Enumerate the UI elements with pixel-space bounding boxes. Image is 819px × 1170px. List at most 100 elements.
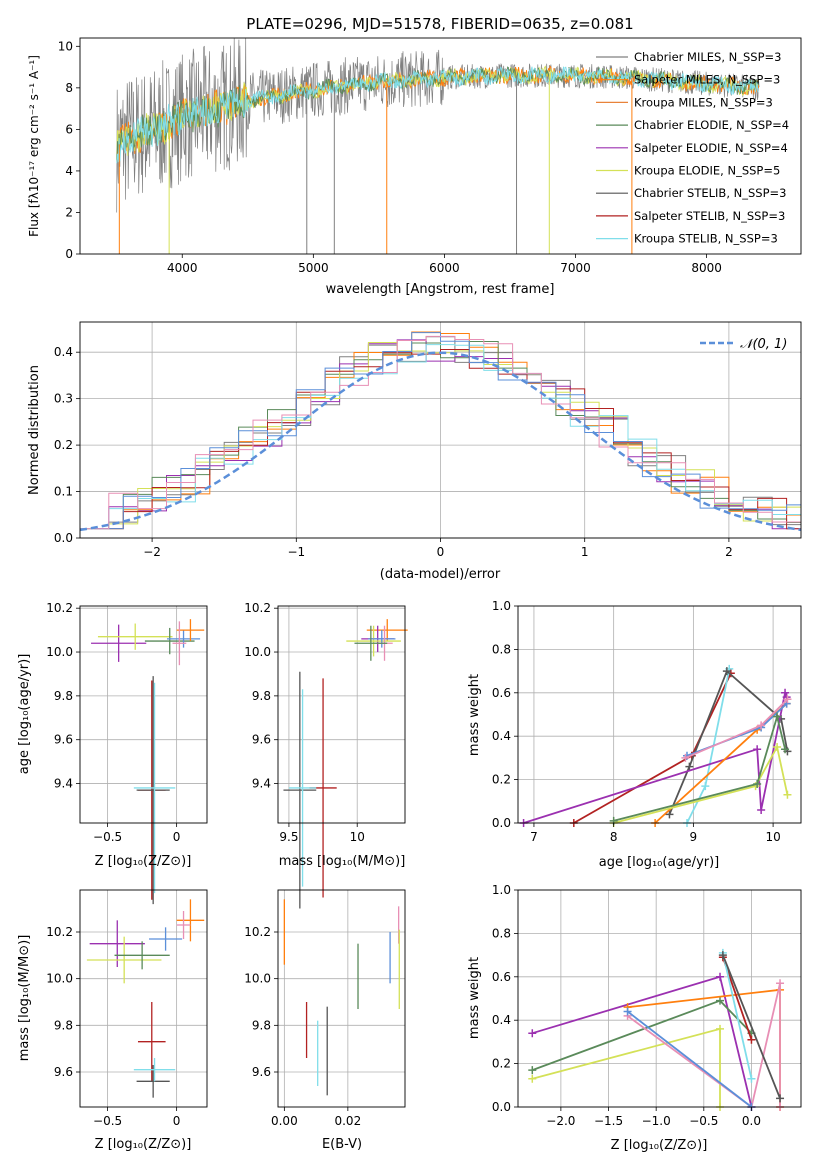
y-tick-label: 8 (65, 81, 73, 95)
y-tick-label: 0.4 (54, 345, 73, 359)
mass-vs-metallicity-panel: −0.5 0 9.6 9.8 10.0 10.2 Z [log₁₀(Z/Z⊙)] mass… (17, 889, 208, 1152)
mass-weight-series-line (532, 1027, 721, 1107)
mass-z-ylabel: mass [log₁₀(M/M⊙)] (17, 935, 32, 1062)
legend-label: Chabrier STELIB, N_SSP=3 (634, 186, 786, 200)
mw-z-xlabel: Z [log₁₀(Z/Z⊙)] (611, 1138, 708, 1153)
legend-label: Salpeter STELIB, N_SSP=3 (634, 209, 785, 223)
mass-weight-point (623, 1007, 632, 1016)
y-tick-label: 0.8 (492, 642, 511, 656)
mass-weight-point (781, 745, 790, 754)
histogram-series-step (80, 344, 801, 530)
mass-ebv-xlabel: E(B-V) (322, 1137, 362, 1152)
y-tick-label: 0 (65, 247, 73, 261)
spectrum-series-line (116, 66, 759, 161)
age-vs-mass-panel: 9.5 10 9.4 9.6 9.8 10.0 10.2 mass [log₁₀(M/M⊙)… (244, 601, 408, 909)
age-vs-metallicity-panel: −0.5 0 9.4 9.6 9.8 10.0 10.2 Z [log₁₀(Z/Z⊙)] a… (17, 601, 208, 905)
x-tick-label: 7 (530, 830, 538, 844)
legend-label: Kroupa MILES, N_SSP=3 (634, 95, 773, 109)
spectrum-series-line (116, 37, 760, 213)
y-tick-label: 0.3 (54, 392, 73, 406)
mass-z-plot-frame (79, 889, 208, 1108)
y-tick-label: 10.2 (46, 925, 73, 939)
histogram-series-step (94, 349, 801, 530)
mass-weight-vs-metallicity-panel: −2.0 −1.5 −1.0 −0.5 0.0 0.0 0.2 0.4 0.6 0.8 1.0 Z … (467, 883, 802, 1153)
legend-label: Chabrier MILES, N_SSP=3 (634, 50, 781, 64)
y-tick-label: 9.8 (252, 1018, 271, 1032)
histogram-series-step (94, 341, 801, 530)
x-tick-label: −0.5 (93, 1114, 122, 1128)
x-tick-label: −1 (287, 545, 305, 559)
mass-weight-point (776, 1094, 785, 1103)
mass-weight-point (783, 790, 792, 799)
x-tick-label: 8 (610, 830, 618, 844)
x-tick-label: 8000 (691, 261, 722, 275)
y-tick-label: 4 (65, 164, 73, 178)
x-tick-label: 0 (437, 545, 445, 559)
mw-z-ylabel: mass weight (467, 957, 482, 1039)
mw-age-plot-frame (517, 605, 802, 824)
mass-weight-point (681, 753, 690, 762)
x-tick-label: 0.0 (742, 1114, 761, 1128)
x-tick-label: 6000 (429, 261, 460, 275)
mass-weight-point (773, 743, 782, 752)
y-tick-label: 10.0 (46, 972, 73, 986)
x-tick-label: 9.5 (279, 830, 298, 844)
x-tick-label: 10 (765, 830, 780, 844)
y-tick-label: 0.6 (492, 686, 511, 700)
x-tick-label: 9 (690, 830, 698, 844)
mw-age-ylabel: mass weight (467, 674, 482, 756)
spectrum-legend: Chabrier MILES, N_SSP=3 Salpeter MILES, N… (596, 50, 789, 246)
histogram-series-step (80, 339, 801, 530)
mass-weight-point (757, 721, 766, 730)
histogram-series-step (94, 332, 801, 530)
mass-ebv-plot-frame (277, 889, 406, 1108)
gaussian-curve (79, 351, 802, 532)
y-tick-label: 0.0 (54, 531, 73, 545)
mass-weight-point (716, 972, 725, 981)
x-tick-label: 2 (725, 545, 733, 559)
histogram-xlabel: (data-model)/error (380, 567, 501, 582)
mass-weight-series-line (523, 689, 788, 824)
y-tick-label: 10.0 (244, 645, 271, 659)
mass-weight-point (528, 1074, 537, 1083)
x-tick-label: 4000 (167, 261, 198, 275)
age-mass-plot-frame (277, 605, 406, 824)
mass-weight-point (747, 1035, 756, 1044)
y-tick-label: 6 (65, 122, 73, 136)
y-tick-label: 9.6 (54, 1065, 73, 1079)
age-z-ylabel: age [log₁₀(age/yr)] (17, 654, 32, 775)
histogram-ylabel: Normed distribution (27, 365, 42, 495)
mass-weight-point (665, 810, 674, 819)
y-tick-label: 1.0 (492, 599, 511, 613)
x-tick-label: −1.5 (594, 1114, 623, 1128)
legend-label: Kroupa ELODIE, N_SSP=5 (634, 164, 780, 178)
mass-weight-point (718, 951, 727, 960)
y-tick-label: 0.8 (492, 926, 511, 940)
y-tick-label: 2 (65, 205, 73, 219)
mw-z-plot-frame (517, 889, 802, 1108)
spectrum-title: PLATE=0296, MJD=51578, FIBERID=0635, z=0… (246, 15, 633, 33)
y-tick-label: 10 (58, 39, 73, 53)
y-tick-label: 0.2 (492, 1057, 511, 1071)
spectrum-plot-frame (79, 37, 802, 255)
y-tick-label: 10.2 (46, 601, 73, 615)
y-tick-label: 9.8 (54, 689, 73, 703)
mass-weight-point (753, 779, 762, 788)
x-tick-label: 5000 (298, 261, 329, 275)
histogram-series-step (80, 335, 801, 530)
mass-weight-point (701, 782, 710, 791)
spectrum-series-line (116, 66, 759, 164)
mass-weight-point (773, 712, 782, 721)
x-tick-label: −0.5 (689, 1114, 718, 1128)
y-tick-label: 9.4 (252, 777, 271, 791)
mass-weight-vs-age-panel: 7 8 9 10 0.0 0.2 0.4 0.6 0.8 1.0 age [log₁₀(age/y… (467, 599, 802, 870)
mass-weight-series-line (627, 1010, 753, 1108)
x-tick-label: −2.0 (546, 1114, 575, 1128)
age-z-plot-frame (79, 605, 208, 824)
x-tick-label: 0 (173, 1114, 181, 1128)
mass-weight-point (783, 695, 792, 704)
mass-weight-series-line (613, 713, 786, 822)
y-tick-label: 10.2 (244, 925, 271, 939)
mw-age-xlabel: age [log₁₀(age/yr)] (599, 855, 720, 870)
